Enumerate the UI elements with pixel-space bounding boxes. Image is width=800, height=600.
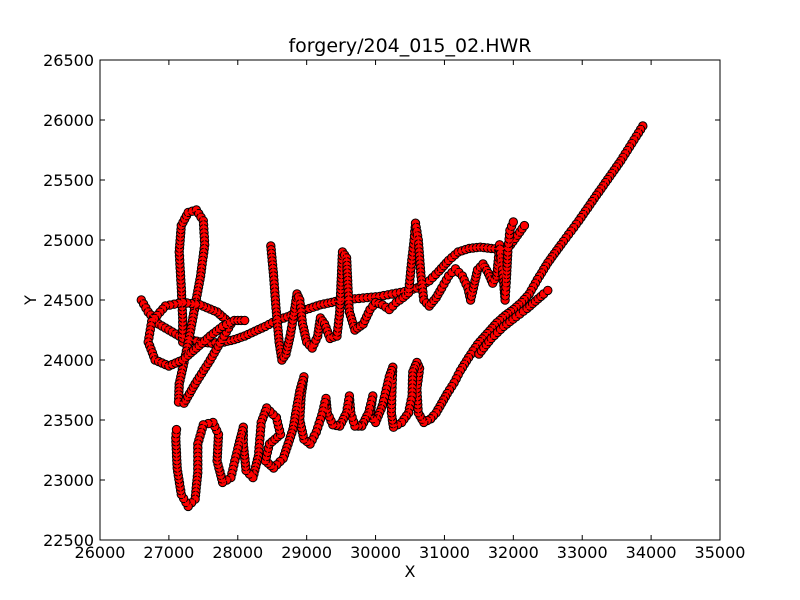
series-line — [270, 221, 514, 362]
y-tick-label: 23500 — [43, 411, 94, 430]
x-tick-label: 30000 — [350, 543, 401, 562]
x-tick-label: 32000 — [488, 543, 539, 562]
plot-area — [100, 60, 720, 540]
x-tick-label: 28000 — [212, 543, 263, 562]
y-tick-label: 25500 — [43, 171, 94, 190]
y-tick-label: 26500 — [43, 51, 94, 70]
series-line — [430, 125, 644, 420]
y-tick-label: 25000 — [43, 231, 94, 250]
series-line — [147, 209, 245, 404]
y-tick-label: 23000 — [43, 471, 94, 490]
x-tick-label: 31000 — [419, 543, 470, 562]
y-axis-label: Y — [21, 295, 40, 306]
y-tick-label: 22500 — [43, 531, 94, 550]
series-line — [140, 225, 525, 344]
x-tick-label: 35000 — [695, 543, 746, 562]
x-tick-label: 33000 — [557, 543, 608, 562]
data-lines — [140, 125, 644, 508]
y-tick-label: 24000 — [43, 351, 94, 370]
x-tick-label: 27000 — [143, 543, 194, 562]
y-tick-label: 26000 — [43, 111, 94, 130]
y-axis-ticks: 22500 23000 23500 24000 24500 25000 25500 26000… — [43, 51, 720, 550]
x-tick-label: 29000 — [281, 543, 332, 562]
x-tick-label: 26000 — [75, 543, 126, 562]
x-axis-ticks: 26000 27000 28000 29000 30000 31000 32000 33000… — [75, 60, 746, 562]
x-axis-label: X — [405, 562, 416, 581]
y-tick-label: 24500 — [43, 291, 94, 310]
series-line — [478, 289, 549, 355]
series-line — [175, 360, 431, 508]
chart-title: forgery/204_015_02.HWR — [288, 35, 531, 57]
x-tick-label: 34000 — [626, 543, 677, 562]
